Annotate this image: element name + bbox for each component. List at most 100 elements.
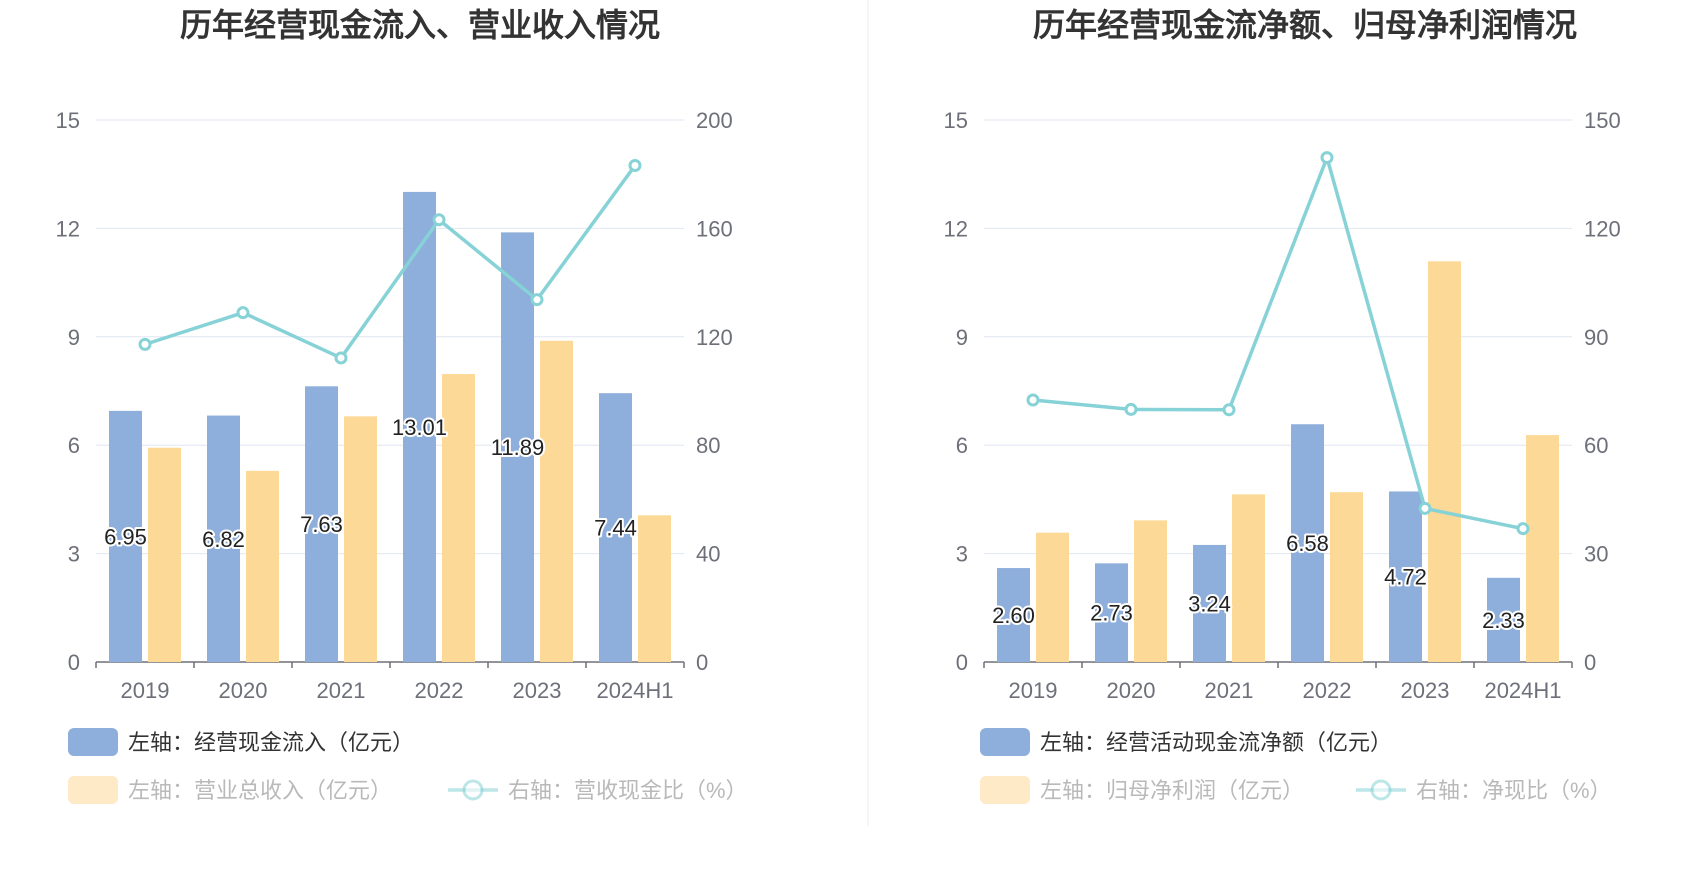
line-point (1516, 522, 1530, 536)
x-tick-label: 2023 (513, 678, 562, 703)
legend-label: 左轴：营业总收入（亿元） (128, 778, 392, 803)
bar-primary (1389, 491, 1422, 662)
bar-secondary (148, 447, 181, 662)
bar-secondary (540, 340, 573, 662)
ratio-line (144, 164, 637, 360)
y-right-tick-label: 120 (696, 325, 733, 350)
line-point (138, 337, 152, 351)
y-left-tick-label: 15 (944, 108, 968, 133)
chart-panel-cash-inflow-revenue: 历年经营现金流入、营业收入情况 0 3 6 9 12 15 0 40 80 120 160 200 201… (56, 7, 748, 804)
bar-data-label: 4.72 (1384, 565, 1427, 590)
bar-data-label: 2.33 (1482, 608, 1525, 633)
y-left-tick-label: 12 (56, 216, 80, 241)
bar-primary (305, 386, 338, 662)
y-right-tick-label: 0 (1584, 650, 1596, 675)
x-tick-label: 2024H1 (1484, 678, 1561, 703)
legend-swatch (68, 728, 118, 756)
bar-secondary (1232, 494, 1265, 662)
legend-swatch (980, 776, 1030, 804)
y-left-tick-label: 9 (956, 325, 968, 350)
bar-primary (109, 410, 142, 662)
bar-secondary (638, 515, 671, 662)
x-tick-label: 2019 (1009, 678, 1058, 703)
chart-panel-net-cash-net-profit: 历年经营现金流净额、归母净利润情况03691215030609012015020… (944, 7, 1621, 804)
line-point (1222, 403, 1236, 417)
y-left-tick-label: 0 (956, 650, 968, 675)
bar-data-label: 6.95 (104, 524, 147, 549)
bar-data-label: 11.89 (491, 435, 544, 460)
legend-label: 左轴：经营活动现金流净额（亿元） (1040, 730, 1392, 755)
bar-data-label: 7.44 (594, 516, 637, 541)
bar-data-label: 3.24 (1188, 591, 1231, 616)
bar-primary (1291, 424, 1324, 662)
bar-primary (599, 393, 632, 662)
line-point (1124, 402, 1138, 416)
line-point (1320, 151, 1334, 165)
bar-secondary (1526, 435, 1559, 662)
y-right-tick-label: 200 (696, 108, 733, 133)
legend-label: 左轴：归母净利润（亿元） (1040, 778, 1304, 803)
chart-title: 历年经营现金流入、营业收入情况 (180, 7, 660, 43)
legend-swatch (980, 728, 1030, 756)
line-point (1418, 501, 1432, 515)
x-tick-label: 2023 (1401, 678, 1450, 703)
y-left-tick-label: 15 (56, 108, 80, 133)
y-left-tick-label: 3 (956, 542, 968, 567)
x-tick-label: 2022 (415, 678, 464, 703)
x-tick-label: 2021 (317, 678, 366, 703)
bar-secondary (1330, 492, 1363, 662)
legend-line-marker (462, 779, 484, 801)
bar-secondary (1428, 261, 1461, 662)
bar-data-label: 6.58 (1286, 531, 1329, 556)
x-tick-label: 2019 (121, 678, 170, 703)
bar-primary (1487, 577, 1520, 662)
line-point (236, 306, 250, 320)
y-left-tick-label: 0 (68, 650, 80, 675)
bar-primary (403, 191, 436, 662)
legend-label: 右轴：净现比（%） (1416, 778, 1612, 803)
line-point (1026, 393, 1040, 407)
bar-data-label: 6.82 (202, 527, 245, 552)
bar-primary (1193, 544, 1226, 662)
y-right-tick-label: 60 (1584, 433, 1608, 458)
y-right-tick-label: 160 (696, 216, 733, 241)
y-left-tick-label: 6 (956, 433, 968, 458)
legend-swatch (68, 776, 118, 804)
x-tick-label: 2020 (219, 678, 268, 703)
line-point (334, 351, 348, 365)
y-left-tick-label: 6 (68, 433, 80, 458)
bar-secondary (1036, 532, 1069, 662)
bar-primary (1095, 563, 1128, 662)
x-tick-label: 2020 (1107, 678, 1156, 703)
x-tick-label: 2024H1 (596, 678, 673, 703)
y-left-tick-label: 9 (68, 325, 80, 350)
legend-label: 右轴：营收现金比（%） (508, 778, 748, 803)
bar-data-label: 2.60 (992, 603, 1035, 628)
chart-title: 历年经营现金流净额、归母净利润情况 (1033, 7, 1577, 43)
ratio-line (1032, 155, 1524, 531)
bar-secondary (1134, 520, 1167, 662)
y-left-tick-label: 12 (944, 216, 968, 241)
y-right-tick-label: 150 (1584, 108, 1621, 133)
x-tick-label: 2021 (1205, 678, 1254, 703)
y-right-tick-label: 90 (1584, 325, 1608, 350)
bar-secondary (442, 374, 475, 662)
line-point (530, 293, 544, 307)
bar-data-label: 7.63 (300, 512, 343, 537)
bar-data-label: 13.01 (392, 415, 447, 440)
y-right-tick-label: 120 (1584, 216, 1621, 241)
y-left-tick-label: 3 (68, 542, 80, 567)
legend-line-marker (1370, 779, 1392, 801)
bar-primary (207, 415, 240, 662)
legend-label: 左轴：经营现金流入（亿元） (128, 730, 414, 755)
line-point (432, 213, 446, 227)
y-right-tick-label: 40 (696, 542, 720, 567)
line-point (628, 159, 642, 173)
bar-primary (501, 232, 534, 662)
x-tick-label: 2022 (1303, 678, 1352, 703)
bar-data-label: 2.73 (1090, 601, 1133, 626)
y-right-tick-label: 0 (696, 650, 708, 675)
y-right-tick-label: 80 (696, 433, 720, 458)
bar-secondary (246, 470, 279, 662)
bar-primary (997, 568, 1030, 662)
